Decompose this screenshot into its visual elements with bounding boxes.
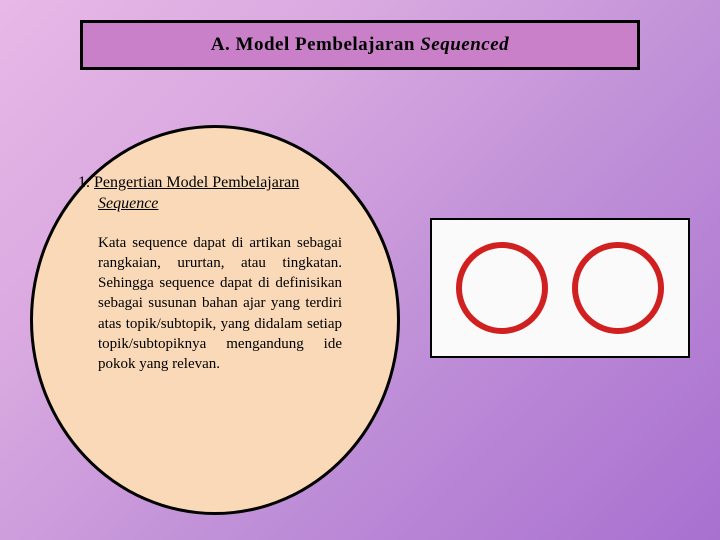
circle-left xyxy=(456,242,548,334)
subtitle-italic: Sequence xyxy=(98,194,352,215)
subtitle-number: 1. xyxy=(78,174,94,191)
title-prefix: A. Model Pembelajaran xyxy=(211,34,420,55)
subtitle: 1. Pengertian Model Pembelajaran Sequenc… xyxy=(78,173,352,215)
circle-right xyxy=(572,242,664,334)
title-box: A. Model Pembelajaran Sequenced xyxy=(80,20,640,70)
diagram-box xyxy=(430,218,690,358)
title-text: A. Model Pembelajaran Sequenced xyxy=(211,34,509,56)
subtitle-text: Pengertian Model Pembelajaran xyxy=(94,174,299,191)
body-text: Kata sequence dapat di artikan sebagai r… xyxy=(98,233,342,375)
title-italic: Sequenced xyxy=(420,34,509,55)
content-ellipse: 1. Pengertian Model Pembelajaran Sequenc… xyxy=(30,125,400,515)
